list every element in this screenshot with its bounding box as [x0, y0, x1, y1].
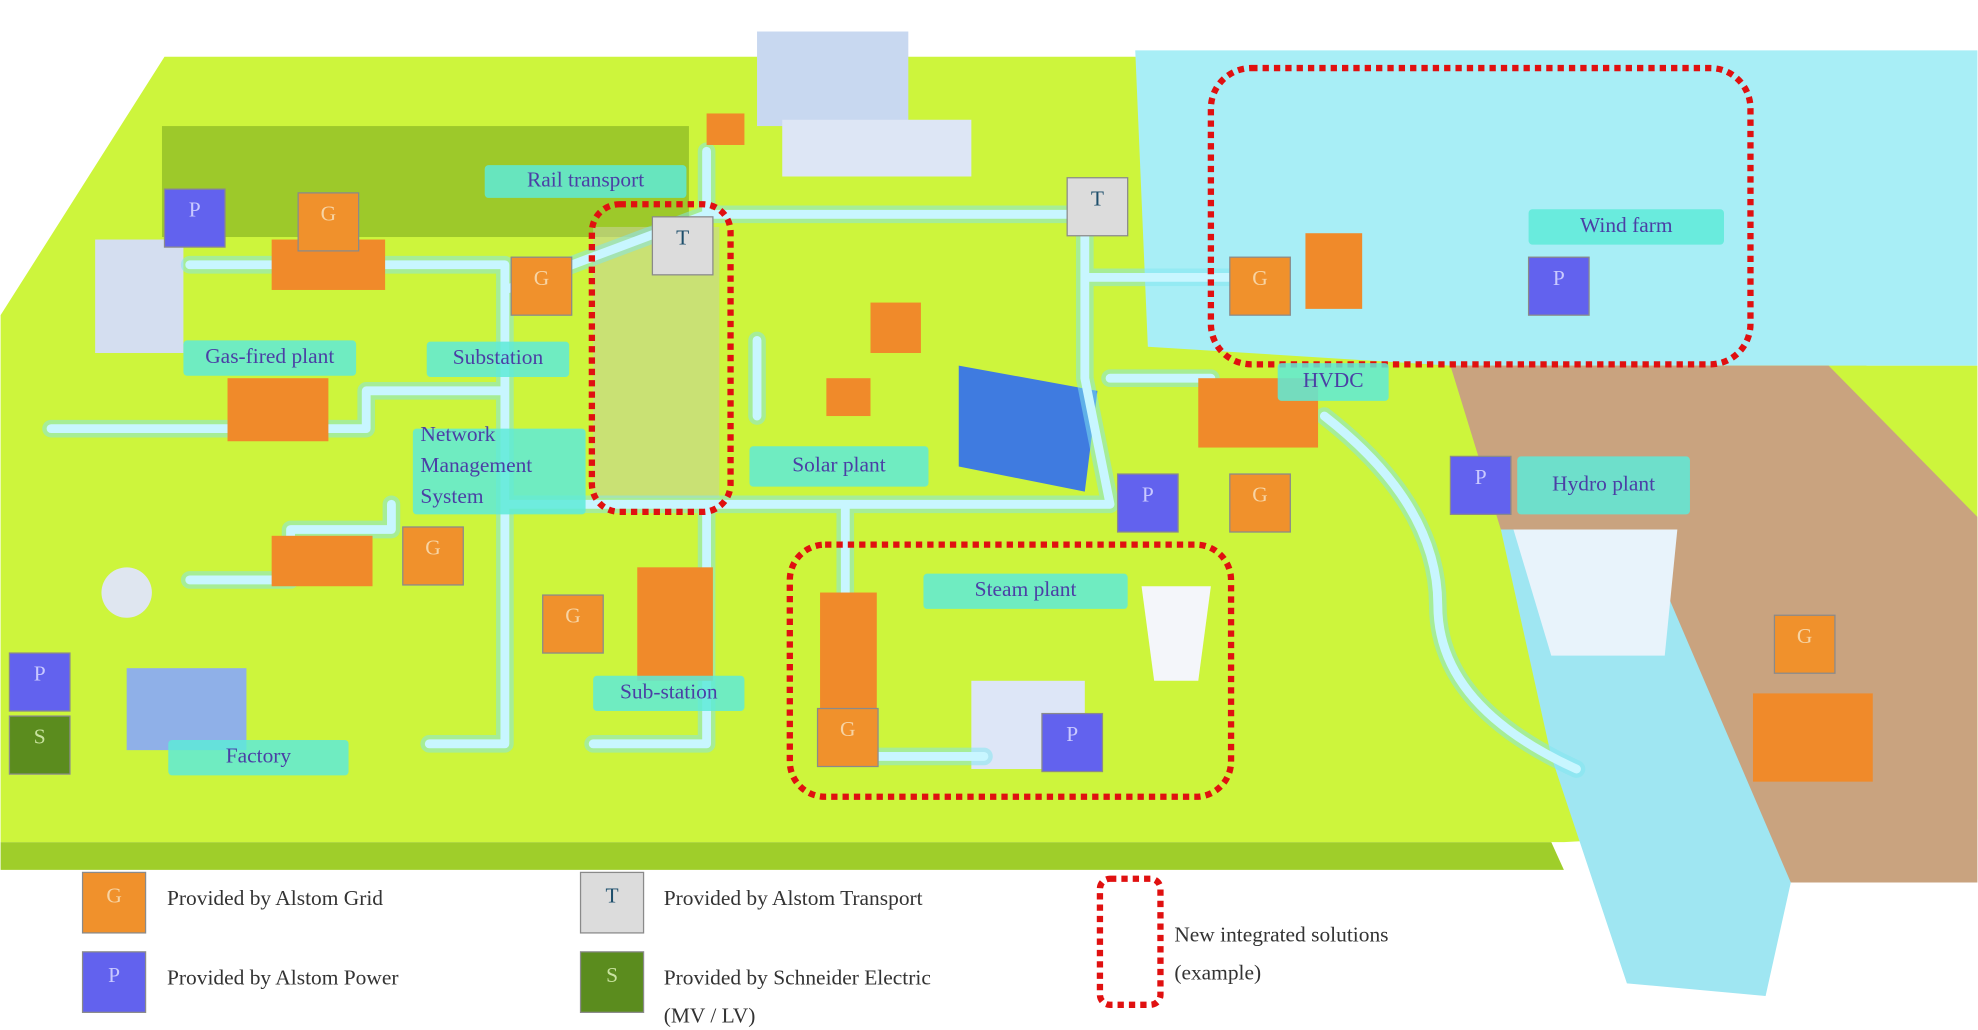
label-text: Steam plant: [975, 577, 1077, 601]
label-text: Substation: [453, 345, 544, 369]
legend-letter: G: [106, 884, 121, 908]
badge-letter: G: [425, 536, 440, 560]
energy-diagram: Rail transport Wind farm Gas-fired plant Su…: [0, 0, 1978, 1030]
badge-letter: P: [189, 198, 201, 222]
badge-letter: S: [34, 725, 46, 749]
label-text: Management: [420, 453, 532, 477]
badge-letter: P: [34, 662, 46, 686]
badge-letter: G: [321, 202, 336, 226]
badge-letter: G: [1252, 266, 1267, 290]
badge-letter: T: [1091, 186, 1104, 210]
legend-text: Provided by Schneider Electric: [664, 965, 931, 989]
badge-letter: G: [1252, 483, 1267, 507]
badge-letter: G: [534, 266, 549, 290]
label-text: HVDC: [1303, 368, 1364, 392]
label-text: Hydro plant: [1552, 471, 1655, 495]
badge-letter: P: [1475, 465, 1487, 489]
legend-frame: [1100, 879, 1161, 1005]
page: Rail transport Wind farm Gas-fired plant Su…: [0, 0, 1978, 1030]
label-text: Rail transport: [527, 167, 644, 191]
badge-letter: G: [840, 717, 855, 741]
legend-text: New integrated solutions: [1174, 923, 1388, 947]
label-text: System: [420, 484, 483, 508]
badge-letter: P: [1066, 722, 1078, 746]
label-text: Factory: [226, 744, 292, 768]
badge-letter: G: [565, 604, 580, 628]
label-text: Network: [420, 422, 495, 446]
label-text: Wind farm: [1580, 213, 1673, 237]
legend-text: (MV / LV): [664, 1003, 756, 1027]
legend: G Provided by Alstom Grid P Provided by Als…: [83, 872, 1389, 1027]
legend-letter: P: [108, 963, 120, 987]
legend-text: Provided by Alstom Grid: [167, 886, 383, 910]
label-text: Sub-station: [620, 679, 718, 703]
badge-letter: T: [676, 225, 689, 249]
legend-text: Provided by Alstom Power: [167, 965, 398, 989]
badge-letter: P: [1142, 483, 1154, 507]
label-text: Gas-fired plant: [205, 344, 334, 368]
legend-letter: T: [606, 884, 619, 908]
badge-letter: P: [1553, 266, 1565, 290]
legend-text: (example): [1174, 960, 1261, 984]
label-text: Solar plant: [792, 452, 885, 476]
legend-letter: S: [606, 963, 618, 987]
badge-letter: G: [1797, 624, 1812, 648]
legend-text: Provided by Alstom Transport: [664, 886, 923, 910]
